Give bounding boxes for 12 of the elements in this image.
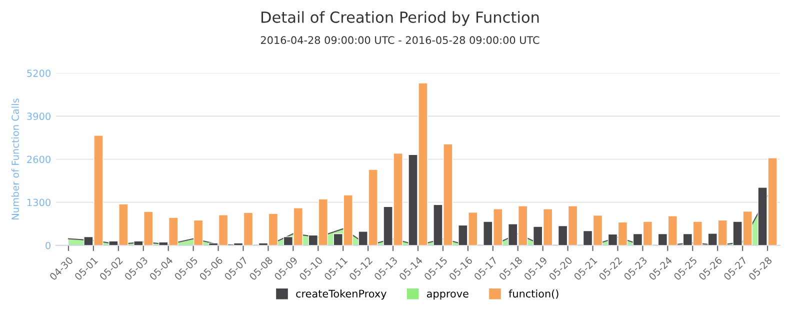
y-tick-label: 5200 [27,70,50,77]
y-tick-label: 1300 [27,198,50,206]
y-axis-title: Number of Function Calls [11,98,19,220]
y-tick-label: 0 [46,242,50,250]
legend-label: createTokenProxy [296,290,386,300]
legend-label: approve [426,292,468,300]
legend-label: function() [508,290,558,299]
chart-title: Detail of Creation Period by Function [262,11,539,26]
chart-subtitle: 2016-04-28 09:00:00 UTC - 2016-05-28 09:00:00 UTC [260,36,540,44]
bar [193,220,204,246]
y-tick-label: 2600 [27,156,50,164]
y-tick-label: 3900 [27,112,50,120]
